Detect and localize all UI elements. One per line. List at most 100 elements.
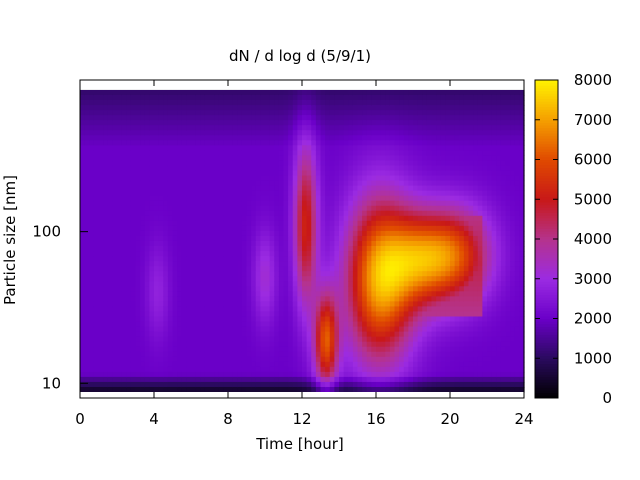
heatmap-cell (177, 230, 183, 237)
heatmap-cell (218, 175, 224, 182)
heatmap-cell (339, 276, 345, 282)
heatmap-cell (214, 326, 220, 333)
heatmap-cell (288, 386, 294, 393)
heatmap-cell (357, 276, 363, 282)
heatmap-cell (181, 246, 187, 252)
heatmap-cell (311, 180, 317, 187)
heatmap-cell (408, 185, 414, 192)
heatmap-cell (366, 281, 372, 287)
heatmap-cell (181, 200, 187, 207)
heatmap-cell (297, 240, 303, 247)
heatmap-cell (209, 175, 215, 182)
heatmap-cell (237, 115, 243, 121)
heatmap-cell (339, 240, 345, 247)
heatmap-cell (454, 351, 460, 358)
heatmap-cell (135, 190, 141, 197)
heatmap-cell (149, 326, 155, 333)
heatmap-cell (380, 321, 386, 328)
heatmap-cell (311, 195, 317, 202)
heatmap-cell (283, 225, 289, 232)
heatmap-cell (431, 336, 437, 343)
heatmap-cell (177, 321, 183, 328)
heatmap-cell (408, 235, 414, 242)
heatmap-cell (399, 336, 405, 343)
heatmap-cell (320, 366, 326, 373)
heatmap-cell (389, 311, 396, 318)
heatmap-cell (228, 326, 234, 333)
heatmap-cell (177, 135, 183, 141)
heatmap-cell (107, 366, 113, 373)
heatmap-cell (195, 210, 201, 217)
heatmap-cell (260, 130, 266, 136)
heatmap-cell (237, 225, 243, 232)
heatmap-cell (246, 331, 252, 338)
heatmap-cell (177, 296, 183, 302)
heatmap-cell (149, 225, 155, 232)
heatmap-cell (274, 115, 280, 121)
heatmap-cell (450, 331, 456, 338)
heatmap-cell (297, 205, 303, 212)
heatmap-cell (339, 195, 345, 202)
heatmap-cell (135, 276, 141, 282)
heatmap-cell (454, 331, 460, 338)
heatmap-cell (107, 110, 113, 116)
heatmap-cell (399, 246, 405, 252)
heatmap-cell (376, 276, 382, 282)
heatmap-cell (329, 225, 335, 232)
heatmap-cell (255, 301, 261, 308)
heatmap-cell (454, 195, 460, 202)
heatmap-cell (89, 165, 95, 172)
heatmap-cell (158, 361, 164, 368)
heatmap-cell (334, 326, 340, 333)
heatmap-cell (366, 240, 372, 247)
heatmap-cell (200, 235, 206, 242)
heatmap-cell (167, 276, 174, 282)
heatmap-cell (454, 251, 460, 257)
heatmap-cell (450, 235, 456, 242)
heatmap-cell (385, 301, 391, 308)
heatmap-cell (214, 220, 220, 227)
heatmap-cell (107, 94, 113, 101)
heatmap-cell (265, 135, 271, 141)
heatmap-cell (181, 291, 187, 297)
heatmap-cell (302, 306, 308, 313)
heatmap-cell (177, 246, 183, 252)
heatmap-cell (237, 175, 243, 182)
heatmap-cell (144, 180, 150, 187)
heatmap-cell (371, 261, 377, 267)
heatmap-cell (107, 105, 113, 111)
heatmap-cell (366, 130, 372, 136)
heatmap-cell (228, 135, 234, 141)
heatmap-cell (149, 215, 155, 222)
heatmap-cell (241, 195, 248, 202)
heatmap-cell (297, 175, 303, 182)
heatmap-cell (241, 356, 248, 363)
heatmap-cell (311, 175, 317, 182)
heatmap-cell (440, 190, 446, 197)
heatmap-cell (292, 321, 298, 328)
heatmap-cell (223, 200, 229, 207)
heatmap-cell (283, 165, 289, 172)
heatmap-cell (80, 351, 86, 358)
heatmap-cell (209, 100, 215, 106)
heatmap-cell (306, 150, 312, 156)
heatmap-cell (158, 366, 164, 373)
heatmap-cell (292, 311, 298, 318)
heatmap-cell (311, 150, 317, 156)
heatmap-cell (112, 246, 118, 252)
heatmap-cell (362, 205, 368, 212)
heatmap-cell (385, 195, 391, 202)
heatmap-cell (172, 230, 178, 237)
heatmap-cell (89, 246, 95, 252)
heatmap-cell (130, 200, 137, 207)
heatmap-cell (98, 160, 104, 167)
heatmap-cell (200, 376, 206, 383)
heatmap-cell (144, 215, 150, 222)
heatmap-cell (417, 230, 423, 237)
heatmap-cell (288, 286, 294, 292)
heatmap-cell (459, 276, 465, 282)
heatmap-cell (117, 180, 123, 187)
heatmap-cell (112, 100, 118, 106)
heatmap-cell (260, 165, 266, 172)
heatmap-cell (278, 125, 285, 131)
